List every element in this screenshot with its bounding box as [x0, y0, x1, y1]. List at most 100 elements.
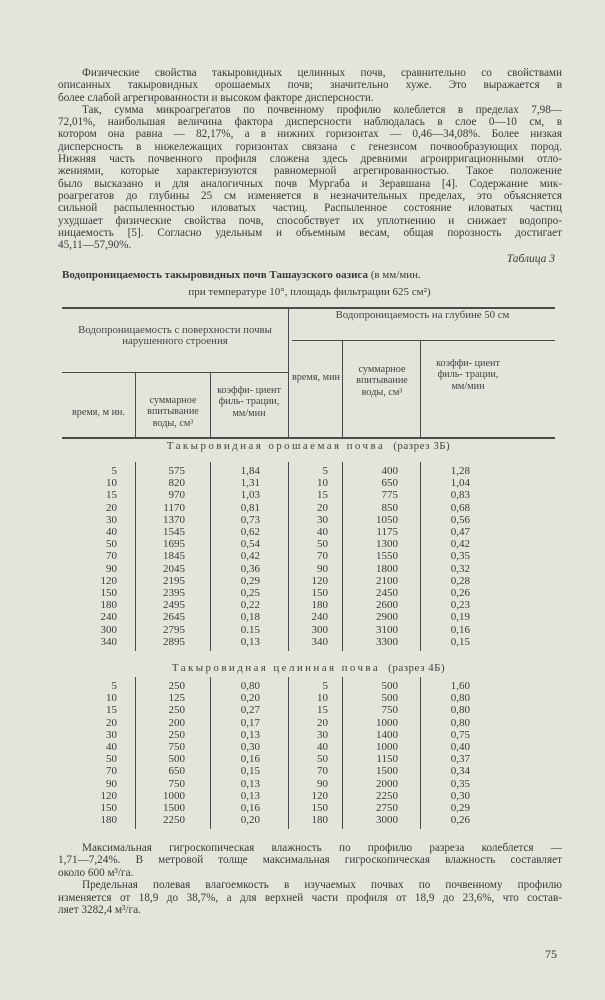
text-line: Максимальная гигроскопическая влажность …: [82, 842, 562, 854]
col-header-time-50: время, мин: [291, 372, 340, 383]
table-cell: 3100: [376, 623, 398, 636]
table-cell: 0,13: [240, 728, 260, 741]
table-row: 150 1500 0,16 150 2750 0,29: [62, 802, 555, 814]
column-rule: [342, 677, 343, 830]
table-row: 180 2495 0,22 180 2600 0,23: [62, 599, 555, 611]
table-cell: 250: [168, 680, 186, 692]
table-cell: 970: [168, 489, 186, 502]
table-cell: 30: [106, 728, 117, 741]
table-cell: 500: [381, 692, 399, 705]
table-cell: 250: [168, 728, 186, 741]
table-cell: 820: [168, 477, 186, 490]
table-cell: 0,29: [240, 574, 260, 587]
table-cell: 150: [100, 587, 118, 599]
section-title: Такыровидная орошаемая почва: [166, 440, 386, 452]
table-cell: 40: [106, 526, 117, 538]
text-line: 72,01%, наибольшая величина фактора дисп…: [58, 116, 562, 129]
col-header-coefficient: коэффи- циент филь- трации, мм/мин: [217, 385, 281, 419]
table-cell: 70: [317, 550, 328, 563]
table-cell: 50: [317, 753, 328, 766]
text-line: изменяется от 18,9 до 38,7%, а для верхн…: [58, 891, 562, 904]
table-cell: 0,13: [240, 777, 260, 790]
table-cell: 0,80: [450, 704, 470, 717]
table-row: 5 250 0,80 5 500 1,60: [62, 680, 555, 692]
table-cell: 20: [317, 501, 328, 514]
table-row: 300 2795 0.15 300 3100 0,16: [62, 624, 555, 636]
table-cell: 0,28: [450, 574, 470, 587]
table-cell: 1300: [376, 538, 398, 551]
column-rule: [288, 462, 289, 651]
page-number: 75: [545, 947, 557, 961]
table-cell: 0,80: [450, 716, 470, 729]
table-cell: 2895: [163, 635, 185, 648]
table-cell: 10: [317, 692, 328, 705]
table-cell: 0,15: [240, 765, 260, 778]
table-cell: 0,26: [450, 814, 470, 827]
table-cell: 1550: [376, 550, 398, 563]
column-rule: [342, 462, 343, 651]
table-row: 90 2045 0,36 90 1800 0,32: [62, 563, 555, 575]
table-cell: 1,03: [240, 489, 260, 502]
table-cell: 0,25: [240, 587, 260, 599]
table-cell: 0,36: [240, 562, 260, 575]
table-row: 90 750 0,13 90 2000 0,35: [62, 778, 555, 790]
rule: [62, 372, 288, 373]
text-line: около 600 м³/га.: [58, 866, 134, 879]
table-cell: 400: [381, 465, 399, 477]
table-cell: 1,31: [240, 477, 260, 490]
table-cell: 0,30: [450, 789, 470, 802]
text-line: Так, сумма микроагрегатов по почвенному …: [82, 103, 562, 116]
table-cell: 240: [311, 611, 329, 624]
table-title-units: (в мм/мин.: [370, 269, 421, 281]
table-cell: 0,80: [240, 680, 260, 692]
text-line: 45,11—57,90%.: [58, 239, 132, 252]
table-cell: 750: [168, 741, 186, 753]
table-cell: 1800: [376, 562, 398, 575]
table-cell: 10: [317, 477, 328, 490]
table-cell: 1050: [376, 513, 398, 526]
table-cell: 1170: [163, 501, 185, 514]
table-cell: 300: [100, 623, 118, 636]
table-cell: 70: [106, 765, 117, 778]
table-header-bottom-rule: [62, 437, 555, 439]
table-cell: 180: [100, 814, 118, 827]
table-cell: 15: [317, 704, 328, 717]
col-header-absorption: суммарное впитывание воды, см³: [147, 395, 199, 429]
table-cell: 0,29: [450, 802, 470, 814]
table-title-line2: при температуре 10°, площадь фильтрации …: [188, 286, 431, 298]
column-rule: [420, 462, 421, 651]
table-cell: 20: [106, 501, 117, 514]
table-cell: 120: [100, 789, 118, 802]
table-cell: 90: [317, 777, 328, 790]
table-cell: 1175: [376, 526, 398, 538]
table-row: 150 2395 0,25 150 2450 0,26: [62, 587, 555, 599]
column-rule: [210, 677, 211, 830]
rule: [342, 341, 343, 437]
text-line: 1,71—7,24%. В метровой толще максимальна…: [58, 854, 562, 867]
table-row: 20 1170 0,81 20 850 0,68: [62, 502, 555, 514]
table-cell: 5: [111, 465, 118, 477]
table-cell: 0,80: [450, 692, 470, 705]
table-top-rule: [62, 307, 555, 309]
table-cell: 180: [311, 599, 329, 612]
table-cell: 0,16: [240, 802, 260, 814]
table-cell: 1,84: [240, 465, 260, 477]
table-cell: 1,60: [450, 680, 470, 692]
table-cell: 125: [168, 692, 186, 705]
section-profile: (разрез 4Б): [388, 662, 446, 674]
table-cell: 120: [100, 574, 118, 587]
table-cell: 575: [168, 465, 186, 477]
table-cell: 0,16: [240, 753, 260, 766]
table-cell: 750: [381, 704, 399, 717]
text-line: ляет 3282,4 м³/га.: [58, 903, 141, 916]
table-cell: 1,04: [450, 477, 470, 490]
text-line: более слабой агрегированности и высоком …: [58, 91, 374, 104]
table-cell: 2600: [376, 599, 398, 612]
table-label: Таблица 3: [506, 253, 555, 265]
table-cell: 250: [168, 704, 186, 717]
table-cell: 90: [317, 562, 328, 575]
table-cell: 0,27: [240, 704, 260, 717]
table-cell: 3300: [376, 635, 398, 648]
table-cell: 3000: [376, 814, 398, 827]
table-row: 50 1695 0,54 50 1300 0,42: [62, 538, 555, 550]
